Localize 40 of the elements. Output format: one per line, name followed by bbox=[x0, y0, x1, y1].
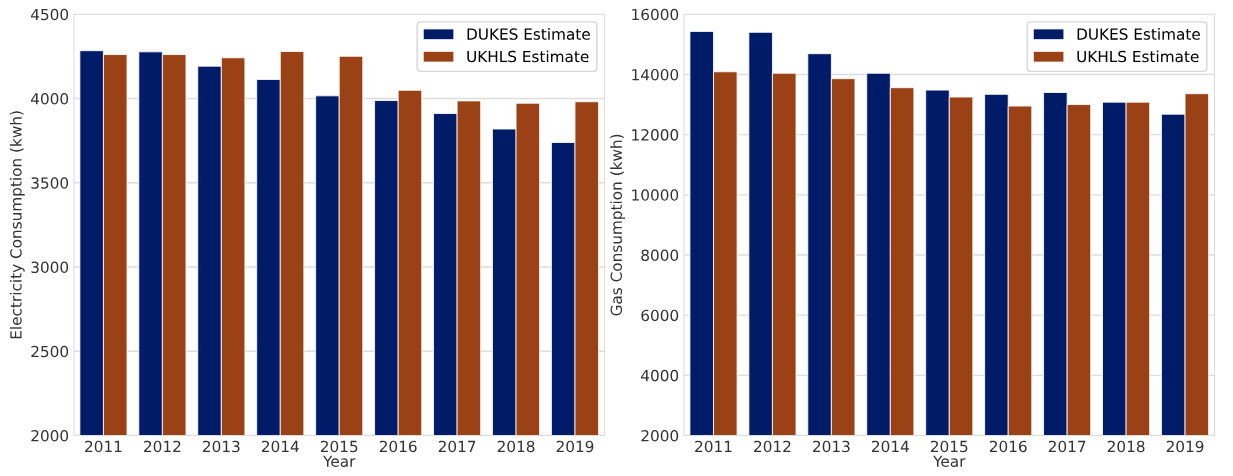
y-tick-label: 16000 bbox=[632, 8, 679, 21]
x-tick-label: 2018 bbox=[497, 440, 535, 453]
x-axis-title: Year bbox=[323, 455, 356, 468]
x-tick-label: 2019 bbox=[1166, 440, 1204, 453]
x-axis-title: Year bbox=[933, 455, 966, 468]
x-tick-label: 2018 bbox=[1107, 440, 1145, 453]
y-axis-title: Electricity Consumption (kwh) bbox=[9, 111, 25, 339]
x-tick-label: 2019 bbox=[556, 440, 594, 453]
y-tick-label: 10000 bbox=[632, 189, 679, 201]
y-tick-label: 6000 bbox=[641, 309, 679, 322]
x-tick-label: 2013 bbox=[203, 440, 240, 453]
x-tick-label: 2014 bbox=[261, 440, 299, 453]
y-tick-label: 14000 bbox=[632, 68, 679, 81]
legend-label: UKHLS Estimate bbox=[1077, 50, 1199, 63]
y-tick-label: 2500 bbox=[31, 345, 69, 358]
legend-label: DUKES Estimate bbox=[1077, 28, 1200, 40]
x-tick-label: 2017 bbox=[438, 440, 476, 453]
legend-label: DUKES Estimate bbox=[467, 28, 590, 40]
x-tick-label: 2011 bbox=[695, 440, 732, 453]
y-tick-label: 8000 bbox=[641, 249, 679, 262]
y-tick-label: 3500 bbox=[31, 177, 69, 189]
x-tick-label: 2013 bbox=[813, 440, 850, 453]
x-tick-label: 2017 bbox=[1048, 440, 1086, 453]
legend-label: UKHLS Estimate bbox=[467, 50, 589, 63]
x-tick-label: 2014 bbox=[872, 440, 909, 453]
x-tick-label: 2015 bbox=[930, 440, 968, 453]
x-tick-label: 2011 bbox=[85, 440, 122, 453]
y-tick-label: 3000 bbox=[31, 261, 69, 274]
y-tick-label: 4000 bbox=[641, 369, 679, 382]
y-tick-label: 2000 bbox=[31, 430, 69, 442]
x-tick-label: 2016 bbox=[379, 440, 417, 453]
x-tick-label: 2012 bbox=[144, 440, 181, 453]
y-tick-label: 4500 bbox=[30, 8, 69, 21]
y-tick-label: 12000 bbox=[632, 129, 679, 141]
x-tick-label: 2015 bbox=[320, 440, 358, 453]
x-tick-label: 2016 bbox=[989, 440, 1027, 453]
y-tick-label: 2000 bbox=[641, 430, 679, 442]
y-tick-label: 4000 bbox=[30, 93, 69, 105]
x-tick-label: 2012 bbox=[754, 440, 791, 453]
y-axis-title: Gas Consumption (kwh) bbox=[610, 134, 626, 316]
